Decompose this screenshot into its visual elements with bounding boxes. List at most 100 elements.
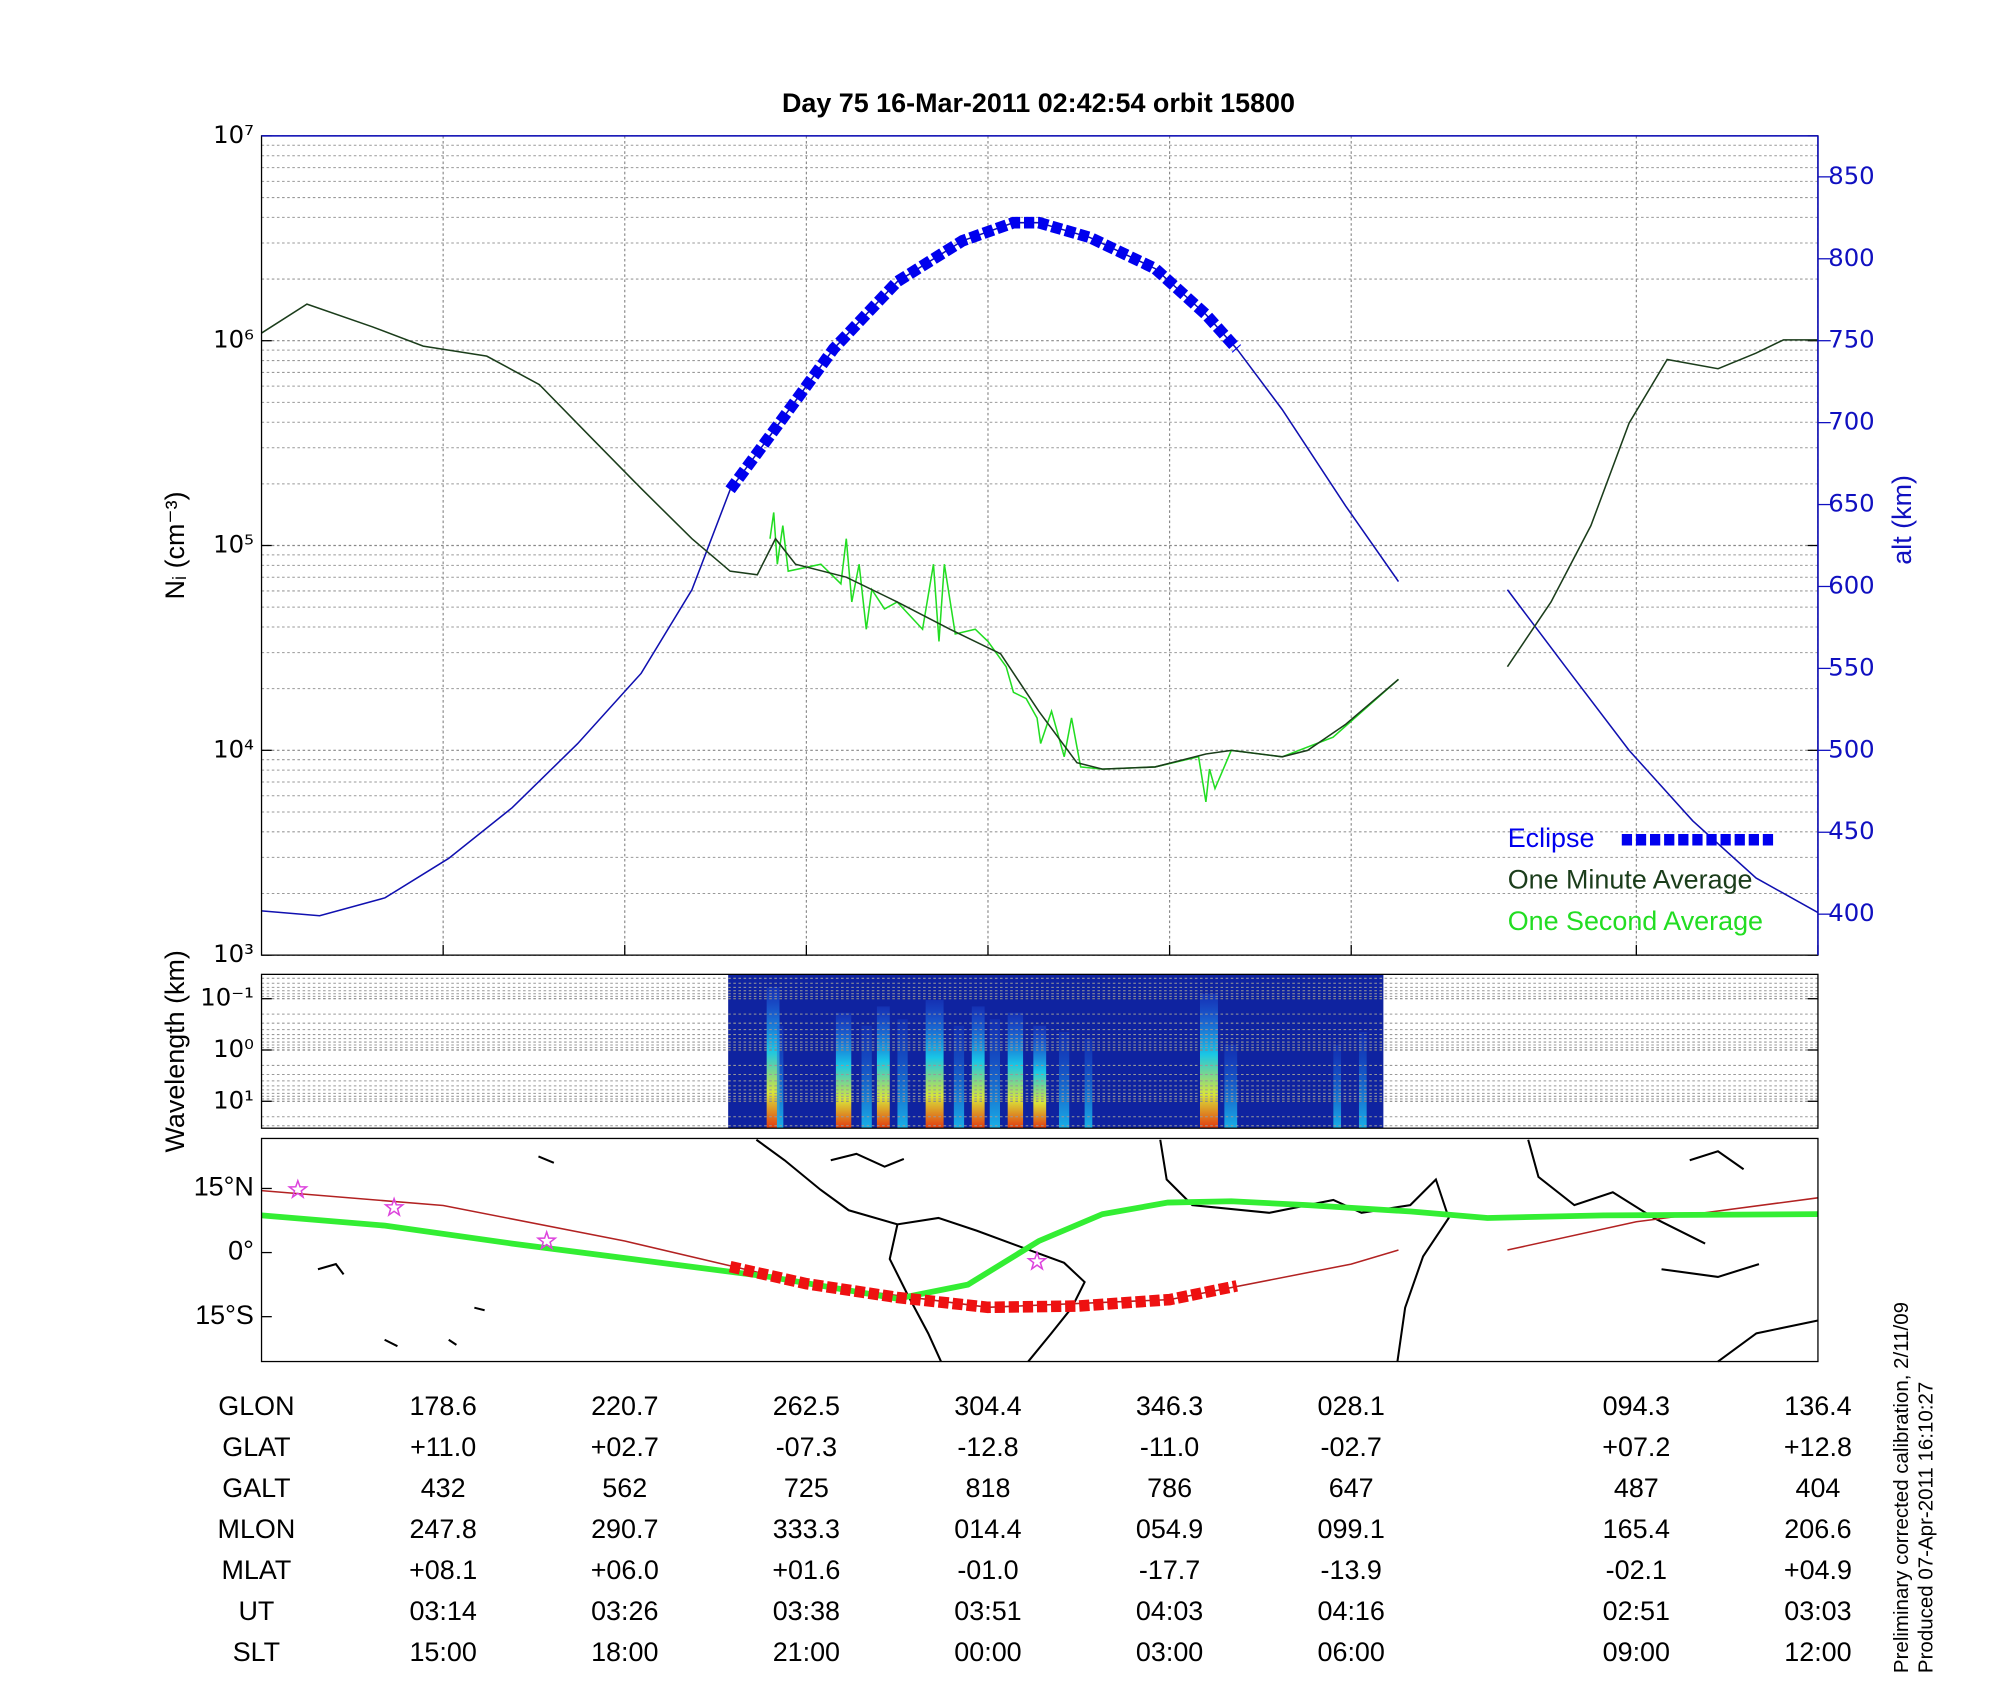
- table-cell: +11.0: [410, 1432, 476, 1462]
- table-cell: 18:00: [591, 1637, 658, 1667]
- table-cell: -17.7: [1139, 1555, 1200, 1585]
- line-series: [769, 512, 1399, 803]
- table-cell: 206.6: [1784, 1514, 1851, 1544]
- table-cell: +08.1: [409, 1555, 477, 1585]
- table-cell: 06:00: [1318, 1637, 1385, 1667]
- table-cell: 178.6: [409, 1391, 476, 1421]
- y2-tick-label: 850: [1828, 161, 1874, 190]
- y-tick-label: 15°N: [194, 1172, 254, 1202]
- y2-tick-label: 500: [1828, 734, 1874, 763]
- table-cell: 15:00: [409, 1637, 476, 1667]
- y-tick-label: 10⁻¹: [200, 983, 254, 1012]
- table-cell: 346.3: [1136, 1391, 1203, 1421]
- table-cell: 04:03: [1136, 1596, 1203, 1626]
- line-series: [261, 303, 1818, 770]
- table-cell: +04.9: [1784, 1555, 1852, 1585]
- y-tick-label: 10⁰: [213, 1034, 254, 1063]
- plot-frame: [260, 1137, 1819, 1363]
- table-cell: 165.4: [1603, 1514, 1670, 1544]
- y2-tick-label: 550: [1828, 652, 1874, 681]
- table-row-label: MLAT: [222, 1555, 292, 1585]
- table-row-label: GLON: [218, 1391, 294, 1421]
- y2-tick-label: 750: [1828, 325, 1874, 354]
- table-cell: 262.5: [773, 1391, 840, 1421]
- legend-label: One Second Average: [1508, 906, 1763, 936]
- star-marker: [383, 1196, 405, 1217]
- y2-tick-label: 700: [1828, 407, 1874, 436]
- table-cell: 03:26: [591, 1596, 658, 1626]
- y2-axis-label: alt (km): [1887, 475, 1917, 565]
- table-cell: 725: [784, 1473, 829, 1503]
- y-tick-label: 10¹: [213, 1085, 254, 1114]
- table-cell: +01.6: [772, 1555, 840, 1585]
- table-cell: 487: [1614, 1473, 1659, 1503]
- table-cell: -13.9: [1321, 1555, 1382, 1585]
- table-cell: -12.8: [957, 1432, 1018, 1462]
- line-series: [725, 216, 1242, 494]
- star-marker: [287, 1178, 309, 1199]
- table-cell: +12.8: [1784, 1432, 1852, 1462]
- table-cell: 00:00: [954, 1637, 1021, 1667]
- table-cell: 818: [966, 1473, 1011, 1503]
- table-cell: 647: [1329, 1473, 1374, 1503]
- legend-label: One Minute Average: [1508, 865, 1753, 895]
- spectrogram-image: [728, 974, 1384, 1129]
- table-cell: 333.3: [773, 1514, 840, 1544]
- y2-tick-label: 650: [1828, 489, 1874, 518]
- table-cell: 03:00: [1136, 1637, 1203, 1667]
- legend-label: Eclipse: [1508, 823, 1595, 853]
- table-cell: 304.4: [954, 1391, 1021, 1421]
- line-series: [728, 1261, 1238, 1314]
- table-row-label: MLON: [218, 1514, 296, 1544]
- table-cell: -02.7: [1321, 1432, 1382, 1462]
- table-row-label: SLT: [233, 1637, 280, 1667]
- table-cell: 220.7: [591, 1391, 658, 1421]
- table-cell: 290.7: [591, 1514, 658, 1544]
- table-row-label: UT: [238, 1596, 274, 1626]
- y2-tick-label: 600: [1828, 570, 1874, 599]
- table-cell: 03:14: [409, 1596, 476, 1626]
- chart-title: Day 75 16-Mar-2011 02:42:54 orbit 15800: [782, 88, 1295, 118]
- table-cell: +02.7: [591, 1432, 659, 1462]
- table-cell: 562: [602, 1473, 647, 1503]
- table-cell: 028.1: [1318, 1391, 1385, 1421]
- footnote: Preliminary corrected calibration, 2/11/…: [1890, 1302, 1913, 1673]
- plot-frame: [260, 973, 1819, 1129]
- table-cell: 786: [1147, 1473, 1192, 1503]
- footnote: Produced 07-Apr-2011 16:10:27: [1914, 1382, 1937, 1673]
- table-cell: 12:00: [1784, 1637, 1851, 1667]
- table-cell: 03:38: [773, 1596, 840, 1626]
- y-tick-label: 10⁴: [213, 734, 254, 763]
- table-cell: 432: [421, 1473, 466, 1503]
- table-cell: +07.2: [1602, 1432, 1670, 1462]
- line-series: [261, 1198, 1818, 1302]
- y2-tick-label: 400: [1828, 898, 1874, 927]
- star-marker: [1026, 1250, 1048, 1271]
- y-tick-label: 10⁵: [213, 530, 254, 559]
- y2-tick-label: 800: [1828, 243, 1874, 272]
- table-cell: 136.4: [1784, 1391, 1851, 1421]
- table-cell: -11.0: [1140, 1432, 1199, 1462]
- y-tick-label: 15°S: [195, 1300, 254, 1330]
- star-marker: [535, 1229, 558, 1251]
- table-cell: -02.1: [1606, 1555, 1667, 1585]
- table-cell: 03:51: [954, 1596, 1021, 1626]
- table-cell: 094.3: [1603, 1391, 1670, 1421]
- table-cell: +06.0: [591, 1555, 659, 1585]
- table-cell: 247.8: [409, 1514, 476, 1544]
- table-cell: 099.1: [1318, 1514, 1385, 1544]
- table-cell: 404: [1795, 1473, 1840, 1503]
- table-row-label: GALT: [222, 1473, 290, 1503]
- y2-tick-label: 450: [1828, 816, 1874, 845]
- y-tick-label: 0°: [228, 1236, 254, 1266]
- y-tick-label: 10⁷: [213, 120, 254, 149]
- table-cell: 03:03: [1784, 1596, 1851, 1626]
- table-cell: 054.9: [1136, 1514, 1203, 1544]
- table-cell: 04:16: [1318, 1596, 1385, 1626]
- table-cell: -01.0: [957, 1555, 1018, 1585]
- y-axis-label: Nᵢ (cm⁻³): [160, 491, 190, 599]
- table-cell: -07.3: [776, 1432, 837, 1462]
